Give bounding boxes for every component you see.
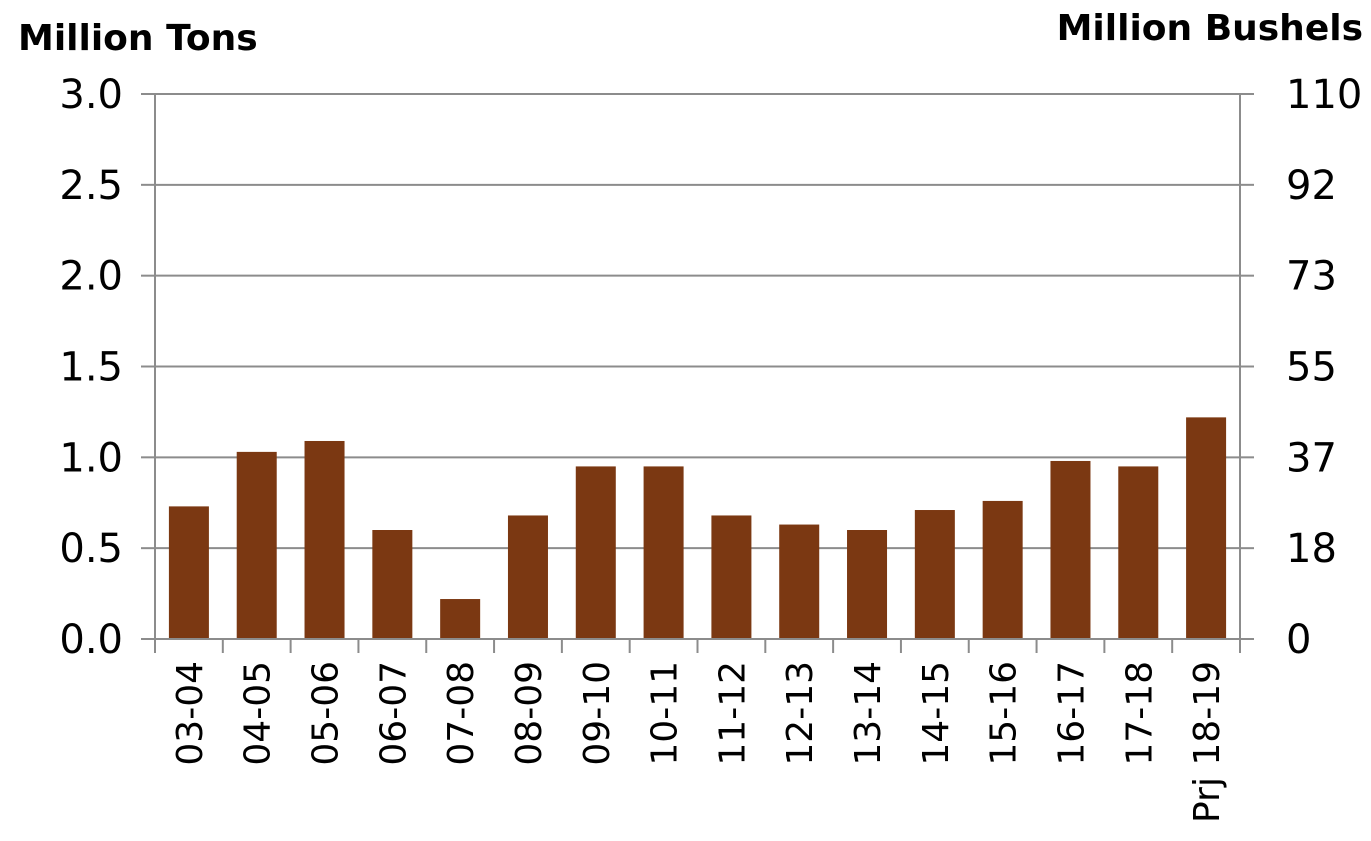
left-tick-labels: 0.0 0.5 1.0 1.5 2.0 2.5 3.0 [59,72,123,663]
right-tick-label: 55 [1286,345,1337,391]
right-tick-label: 110 [1286,72,1362,118]
left-tick-label: 2.5 [59,163,123,209]
category-label: 04-05 [238,661,279,766]
bar [440,599,481,639]
bar [507,515,548,639]
left-tick-label: 1.5 [59,345,123,391]
category-label: 05-06 [306,661,347,766]
left-tick-label: 2.0 [59,254,123,300]
right-axis-title: Million Bushels [1057,8,1363,49]
left-tick-label: 0.5 [59,526,123,572]
category-label: 09-10 [577,661,618,766]
right-tick-label: 18 [1286,526,1337,572]
bar [711,515,752,639]
bar [372,530,413,639]
category-label: 16-17 [1051,661,1092,766]
category-label: 07-08 [441,661,482,766]
bars [168,417,1227,639]
category-label: 12-13 [780,661,821,766]
right-tick-labels: 0 18 37 55 73 92 110 [1286,72,1362,663]
bar [1186,417,1227,639]
category-label: 15-16 [984,661,1025,766]
category-label: 14-15 [916,661,957,766]
category-label: 03-04 [170,661,211,766]
axes [141,93,1254,653]
bar [847,530,888,639]
left-tick-label: 0.0 [59,617,123,663]
bar [643,466,684,639]
bar [236,451,277,639]
bar [168,506,209,639]
category-label: 17-18 [1119,661,1160,766]
category-label: 08-09 [509,661,550,766]
bar [575,466,616,639]
category-label: 13-14 [848,661,889,766]
right-tick-label: 92 [1286,163,1337,209]
category-label: 06-07 [373,661,414,766]
category-label: 10-11 [645,661,686,766]
bar [304,440,345,639]
right-tick-label: 37 [1286,435,1337,481]
right-tick-label: 0 [1286,617,1311,663]
bar [914,510,955,639]
left-tick-label: 3.0 [59,72,123,118]
bar [1118,466,1159,639]
category-label: 11-12 [712,661,753,766]
bar [779,524,820,639]
left-tick-label: 1.0 [59,435,123,481]
category-label: Prj 18-19 [1187,661,1228,823]
bar [982,500,1023,639]
left-axis-title: Million Tons [18,18,258,59]
category-labels: 03-04 04-05 05-06 06-07 07-08 08-09 09-10 10-11… [170,661,1228,823]
right-tick-label: 73 [1286,254,1337,300]
bar [1050,460,1091,639]
